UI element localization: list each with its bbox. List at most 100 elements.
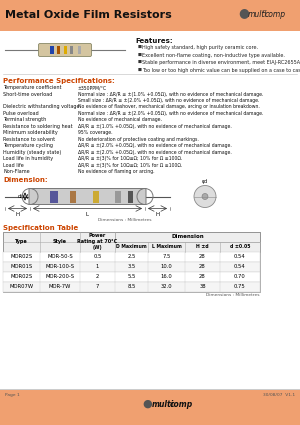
Text: D Maximum: D Maximum (116, 244, 147, 249)
FancyBboxPatch shape (38, 43, 92, 57)
Text: ■: ■ (138, 45, 142, 49)
Text: Dimensions : Millimetres: Dimensions : Millimetres (206, 292, 260, 297)
Text: ΔR/R ≤ ±(2.0% +0.05Ω), with no evidence of mechanical damage.: ΔR/R ≤ ±(2.0% +0.05Ω), with no evidence … (78, 143, 232, 148)
Text: ΔR/R ≤ ±(3)% for 10Ω≤Ω; 10% for Ω ≥100Ω.: ΔR/R ≤ ±(3)% for 10Ω≤Ω; 10% for Ω ≥100Ω. (78, 162, 182, 167)
Text: o: o (263, 9, 266, 14)
Bar (3, 232, 260, 252)
Text: MOR-200-S: MOR-200-S (45, 274, 75, 279)
Bar (3, 272, 260, 281)
Text: ■: ■ (138, 68, 142, 71)
Text: ±350PPM/°C: ±350PPM/°C (78, 85, 107, 90)
Text: Features:: Features: (135, 38, 172, 44)
Text: Performance Specifications:: Performance Specifications: (3, 78, 115, 84)
Text: 28: 28 (199, 274, 206, 279)
Text: Dielectric withstanding voltage: Dielectric withstanding voltage (3, 104, 80, 109)
Bar (115, 190, 121, 202)
Text: Load life in humidity: Load life in humidity (3, 156, 53, 161)
Text: Page 1: Page 1 (5, 393, 20, 397)
Bar (128, 190, 133, 202)
Text: 0.75: 0.75 (234, 284, 246, 289)
Bar (57, 46, 60, 54)
Bar (70, 46, 73, 54)
Text: Normal size : ΔR/R ≤ ±(1.0% +0.05Ω), with no evidence of mechanical damage.: Normal size : ΔR/R ≤ ±(1.0% +0.05Ω), wit… (78, 91, 263, 96)
Text: Style: Style (53, 239, 67, 244)
Bar (93, 190, 99, 202)
Text: 3.5: 3.5 (128, 264, 136, 269)
Text: MOR01S: MOR01S (11, 264, 33, 269)
Text: MOR02S: MOR02S (11, 254, 33, 259)
Text: Temperature coefficient: Temperature coefficient (3, 85, 61, 90)
Text: Short-time overload: Short-time overload (3, 91, 52, 96)
Text: 7.5: 7.5 (162, 254, 171, 259)
Text: 1: 1 (96, 264, 99, 269)
Text: Excellent non-flame coating, non-inductive type available.: Excellent non-flame coating, non-inducti… (142, 53, 285, 57)
Text: Humidity (steady state): Humidity (steady state) (3, 150, 61, 155)
Text: Specification Table: Specification Table (3, 224, 78, 230)
Text: 0.70: 0.70 (234, 274, 246, 279)
Text: MOR07W: MOR07W (9, 284, 34, 289)
Text: Dimensions : Millimetres: Dimensions : Millimetres (98, 218, 152, 221)
Text: High safety standard, high purity ceramic core.: High safety standard, high purity cerami… (142, 45, 258, 50)
Text: Dimension: Dimension (171, 234, 204, 239)
Bar (78, 46, 81, 54)
Text: Pulse overload: Pulse overload (3, 110, 39, 116)
Text: MOR-7W: MOR-7W (49, 284, 71, 289)
Bar (0, 389, 300, 390)
Text: Terminal strength: Terminal strength (3, 117, 46, 122)
Bar (64, 46, 67, 54)
Text: Metal Oxide Film Resistors: Metal Oxide Film Resistors (5, 10, 172, 20)
Text: ΔR/R ≤ ±(1.0% +0.05Ω), with no evidence of mechanical damage.: ΔR/R ≤ ±(1.0% +0.05Ω), with no evidence … (78, 124, 232, 128)
Text: Non-Flame: Non-Flame (3, 169, 30, 174)
Text: 5.5: 5.5 (127, 274, 136, 279)
Text: ●: ● (142, 399, 152, 408)
Circle shape (194, 185, 216, 207)
Text: No deterioration of protective coating and markings.: No deterioration of protective coating a… (78, 136, 199, 142)
Text: ■: ■ (138, 60, 142, 64)
Text: 2: 2 (96, 274, 99, 279)
Text: H: H (15, 212, 20, 216)
Text: 0.5: 0.5 (93, 254, 102, 259)
Text: Resistance to soldering heat: Resistance to soldering heat (3, 124, 73, 128)
Bar (115, 232, 260, 241)
Text: Load life: Load life (3, 162, 24, 167)
Bar (3, 232, 260, 292)
Text: 32.0: 32.0 (161, 284, 172, 289)
Bar (0, 0, 300, 30)
Text: multi: multi (152, 400, 174, 409)
Text: 16.0: 16.0 (160, 274, 172, 279)
Text: Resistance to solvent: Resistance to solvent (3, 136, 55, 142)
Text: 38: 38 (199, 284, 206, 289)
Text: L: L (86, 212, 89, 216)
Text: 30/08/07  V1.1: 30/08/07 V1.1 (263, 393, 295, 397)
Text: MOR-50-S: MOR-50-S (47, 254, 73, 259)
Bar (3, 261, 260, 272)
Circle shape (202, 193, 208, 199)
Text: 95% coverage.: 95% coverage. (78, 130, 112, 135)
Text: 28: 28 (199, 264, 206, 269)
Bar (50, 46, 54, 54)
Text: Small size : ΔR/R ≤ ±(2.0% +0.05Ω), with no evidence of mechanical damage.: Small size : ΔR/R ≤ ±(2.0% +0.05Ω), with… (78, 97, 260, 102)
Text: 7: 7 (96, 284, 99, 289)
Text: 0.54: 0.54 (234, 264, 246, 269)
Text: 10.0: 10.0 (160, 264, 172, 269)
Bar (50, 190, 58, 202)
Text: ●: ● (238, 6, 249, 20)
Bar (70, 190, 76, 202)
Text: Temperature cycling: Temperature cycling (3, 143, 53, 148)
Text: ΔR/R ≤ ±(3)% for 10Ω≤Ω; 10% for Ω ≥100Ω.: ΔR/R ≤ ±(3)% for 10Ω≤Ω; 10% for Ω ≥100Ω. (78, 156, 182, 161)
Text: 8.5: 8.5 (127, 284, 136, 289)
Text: ΔR/R ≤ ±(2.0% +0.05Ω), with no evidence of mechanical damage.: ΔR/R ≤ ±(2.0% +0.05Ω), with no evidence … (78, 150, 232, 155)
Text: MOR-100-S: MOR-100-S (45, 264, 75, 269)
Text: Too low or too high ohmic value can be supplied on a case to case basis.: Too low or too high ohmic value can be s… (142, 68, 300, 73)
Bar (3, 281, 260, 292)
Text: H ±d: H ±d (196, 244, 209, 249)
Bar (0, 29, 300, 31)
Bar (0, 390, 300, 425)
Text: Stable performance in diverse environment, meet EIAJ-RC2655A requirements.: Stable performance in diverse environmen… (142, 60, 300, 65)
Text: 2.5: 2.5 (127, 254, 136, 259)
Text: 28: 28 (199, 254, 206, 259)
Text: multi: multi (248, 9, 268, 19)
Text: No evidence of flaming or arcing.: No evidence of flaming or arcing. (78, 169, 154, 174)
Text: MOR02S: MOR02S (11, 274, 33, 279)
FancyBboxPatch shape (29, 189, 146, 204)
